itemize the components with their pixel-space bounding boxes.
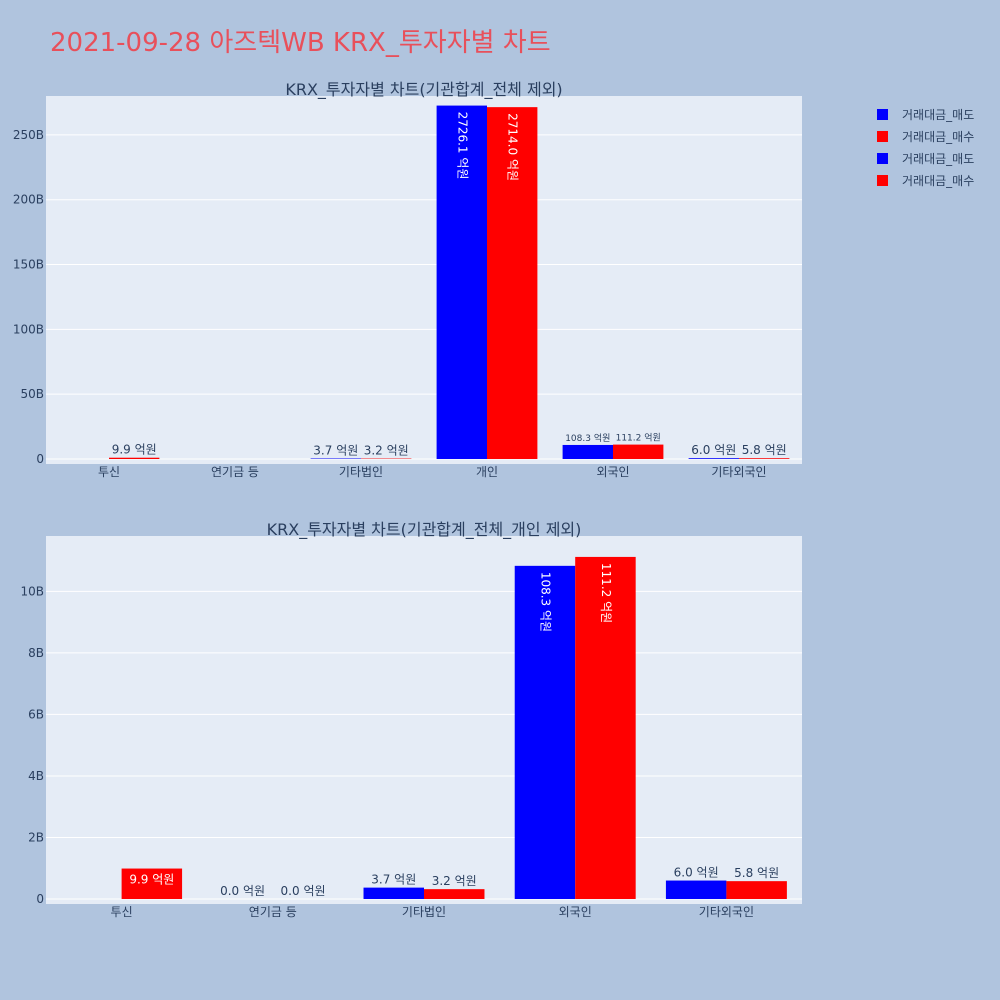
- legend-swatch: [877, 109, 888, 120]
- legend-label: 거래대금_매수: [902, 130, 974, 144]
- y-tick-label: 250B: [13, 128, 44, 142]
- bar: [363, 887, 424, 899]
- legend-swatch: [877, 175, 888, 186]
- bar: [688, 458, 739, 459]
- bar: [613, 444, 664, 459]
- y-tick-label: 100B: [13, 322, 44, 336]
- legend-swatch: [877, 153, 888, 164]
- chart-title: KRX_투자자별 차트(기관합계_전체_개인 제외): [267, 520, 582, 540]
- y-tick-label: 10B: [20, 584, 44, 598]
- data-label: 111.2 억원: [616, 432, 661, 444]
- x-tick-label: 개인: [476, 465, 498, 479]
- x-tick-label: 외국인: [596, 465, 629, 479]
- data-label: 5.8 억원: [734, 866, 779, 880]
- data-label: 9.9 억원: [112, 443, 157, 457]
- x-tick-label: 투신: [111, 905, 133, 919]
- data-label: 108.3 억원: [565, 432, 610, 444]
- y-tick-label: 4B: [28, 769, 44, 783]
- y-tick-label: 200B: [13, 193, 44, 207]
- bar: [436, 105, 487, 460]
- x-tick-label: 연기금 등: [211, 465, 259, 479]
- bar: [665, 880, 727, 899]
- data-label: 0.0 억원: [220, 884, 265, 898]
- data-label: 9.9 억원: [129, 873, 174, 887]
- legend-label: 거래대금_매수: [902, 174, 974, 188]
- data-label: 3.2 억원: [364, 444, 409, 458]
- bar: [739, 458, 790, 459]
- data-label: 2726.1 억원: [455, 112, 469, 180]
- bar: [726, 881, 787, 899]
- y-tick-label: 0: [36, 452, 44, 466]
- y-tick-label: 0: [36, 892, 44, 906]
- legend-label: 거래대금_매도: [902, 152, 974, 166]
- bar: [514, 565, 576, 899]
- data-label: 108.3 억원: [538, 572, 552, 632]
- x-tick-label: 연기금 등: [249, 905, 297, 919]
- bar: [424, 889, 485, 899]
- bar: [487, 107, 538, 459]
- x-tick-label: 기타법인: [402, 905, 446, 919]
- y-tick-label: 2B: [28, 830, 44, 844]
- data-label: 111.2 억원: [599, 563, 613, 623]
- y-tick-label: 50B: [20, 387, 44, 401]
- bar: [121, 868, 183, 899]
- x-tick-label: 기타외국인: [711, 465, 766, 479]
- data-label: 3.7 억원: [371, 873, 416, 887]
- y-tick-label: 150B: [13, 258, 44, 272]
- x-tick-label: 투신: [98, 465, 120, 479]
- x-tick-label: 외국인: [559, 905, 592, 919]
- data-label: 3.7 억원: [313, 444, 358, 458]
- y-tick-label: 8B: [28, 646, 44, 660]
- chart-title: KRX_투자자별 차트(기관합계_전체 제외): [285, 80, 562, 100]
- legend-label: 거래대금_매도: [902, 108, 974, 122]
- data-label: 3.2 억원: [432, 874, 477, 888]
- plot-area: [46, 96, 802, 464]
- data-label: 6.0 억원: [674, 866, 719, 880]
- bar: [562, 444, 613, 459]
- data-label: 6.0 억원: [691, 443, 736, 457]
- y-tick-label: 6B: [28, 707, 44, 721]
- plot-area: [46, 536, 802, 904]
- data-label: 5.8 억원: [742, 443, 787, 457]
- page-title: 2021-09-28 아즈텍WB KRX_투자자별 차트: [50, 28, 551, 58]
- data-label: 0.0 억원: [281, 884, 326, 898]
- bar: [109, 457, 160, 459]
- x-tick-label: 기타법인: [339, 465, 383, 479]
- data-label: 2714.0 억원: [506, 113, 520, 181]
- legend-swatch: [877, 131, 888, 142]
- bar: [575, 556, 636, 899]
- x-tick-label: 기타외국인: [699, 905, 754, 919]
